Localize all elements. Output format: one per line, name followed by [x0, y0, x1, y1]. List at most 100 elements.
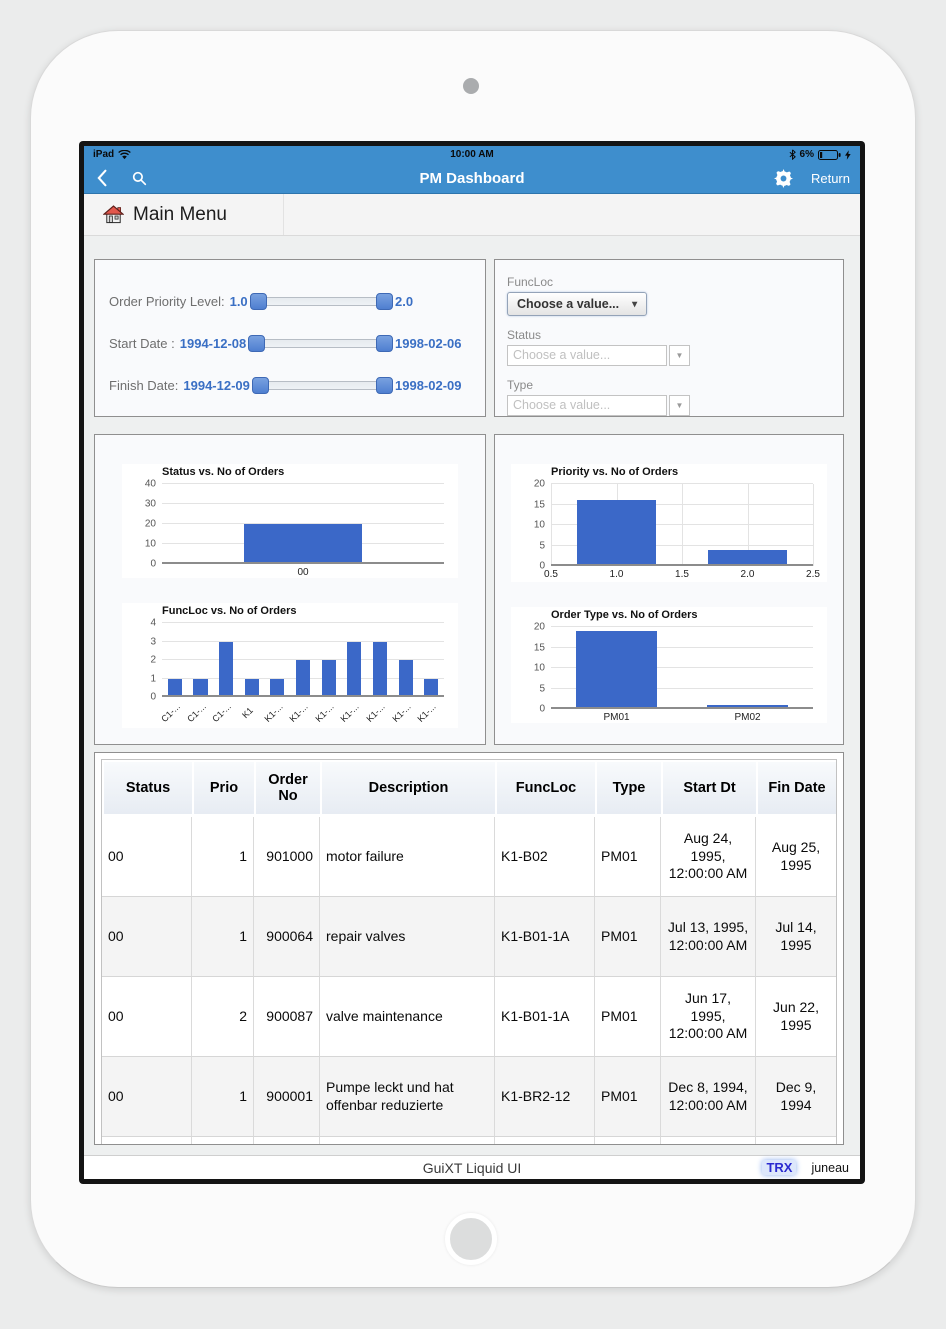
- column-header[interactable]: Order No: [254, 760, 320, 817]
- y-tick-label: 5: [539, 683, 545, 694]
- bar: [708, 549, 787, 566]
- column-header[interactable]: Start Dt: [661, 760, 756, 817]
- table-row[interactable]: 00 1 901000 motor failure K1-B02 PM01 Aug 24, …: [102, 817, 836, 897]
- y-tick-label: 0: [539, 703, 545, 715]
- x-tick-label: 2.0: [740, 569, 755, 580]
- table-cell: K1-B01-1A: [495, 897, 595, 977]
- slider-label: Start Date :: [109, 335, 175, 351]
- bar: [295, 660, 311, 697]
- slider-label: Finish Date:: [109, 377, 179, 393]
- x-tick-label: 2.5: [806, 569, 820, 580]
- bluetooth-icon: [789, 149, 796, 160]
- home-button[interactable]: [445, 1213, 497, 1265]
- y-tick-label: 4: [150, 617, 156, 629]
- y-tick-label: 30: [144, 498, 156, 510]
- slider-min-value: 1994-12-08: [179, 335, 247, 351]
- column-header[interactable]: Type: [595, 760, 661, 817]
- y-tick-label: 10: [533, 519, 545, 531]
- x-tick-label: 1.0: [609, 569, 624, 580]
- column-header[interactable]: Description: [320, 760, 495, 817]
- page-title: PM Dashboard: [419, 169, 525, 187]
- search-button[interactable]: [132, 171, 147, 186]
- status-bar: iPad 10:00 AM 6%: [84, 146, 860, 163]
- x-tick-label: PM01: [603, 712, 630, 723]
- slider-handle-max[interactable]: [376, 376, 393, 394]
- x-axis-line: [162, 695, 444, 697]
- chart-title: Status vs. No of Orders: [162, 466, 285, 478]
- main-menu-label: Main Menu: [133, 203, 227, 225]
- main-menu-item[interactable]: Main Menu: [84, 194, 284, 235]
- slider-max-value: 1998-02-09: [395, 377, 462, 393]
- table-cell: Jun 22, 1995: [756, 977, 836, 1057]
- bar: [193, 678, 208, 697]
- type-dropdown: Choose a value...: [507, 395, 667, 416]
- table-cell: 900064: [254, 897, 320, 977]
- table-cell: PM01: [595, 897, 661, 977]
- bar: [167, 678, 182, 697]
- slider-handle-min[interactable]: [249, 292, 267, 310]
- y-tick-label: 40: [144, 478, 156, 490]
- menu-bar: Main Menu: [84, 194, 860, 236]
- slider-handle-min[interactable]: [248, 334, 266, 352]
- y-tick-label: 3: [150, 636, 156, 647]
- bar: [244, 678, 259, 697]
- order-type-orders-chart: Order Type vs. No of Orders 0 5 10 15 20 PM01 P…: [511, 607, 827, 723]
- x-tick-label: 0.5: [544, 569, 558, 580]
- screen: iPad 10:00 AM 6%: [79, 141, 865, 1184]
- bar: [706, 704, 789, 709]
- table-cell: 1: [192, 817, 254, 897]
- y-tick-label: 0: [150, 558, 156, 570]
- y-tick-label: 10: [144, 538, 156, 550]
- y-tick-label: 0: [539, 560, 545, 572]
- status-orders-chart: Status vs. No of Orders 0 10 20 30 40 00: [122, 464, 458, 578]
- table-cell: Dec 8, 1994, 12:00:00 AM: [661, 1057, 756, 1137]
- status-dropdown: Choose a value...: [507, 345, 667, 366]
- home-icon: [103, 205, 124, 224]
- slider-handle-max[interactable]: [376, 292, 393, 310]
- table-row[interactable]: 00 2 900087 valve maintenance K1-B01-1A PM01 J…: [102, 977, 836, 1057]
- table-cell: 1: [192, 1057, 254, 1137]
- bar: [575, 631, 658, 709]
- trx-link[interactable]: TRX: [762, 1160, 797, 1175]
- column-header[interactable]: Status: [102, 760, 192, 817]
- table-cell: K1-B01-1A: [495, 977, 595, 1057]
- table-cell: Jul 14, 1995: [756, 897, 836, 977]
- column-header[interactable]: FuncLoc: [495, 760, 595, 817]
- y-tick-label: 1: [150, 673, 156, 684]
- start-date-slider-row: Start Date : 1994-12-08 1998-02-06: [109, 322, 471, 364]
- chart-title: Order Type vs. No of Orders: [551, 609, 698, 621]
- table-cell: K1-BR2-12: [495, 1057, 595, 1137]
- table-row[interactable]: 00 1 900064 repair valves K1-B01-1A PM01 Jul 1…: [102, 897, 836, 977]
- table-cell: PM01: [595, 1057, 661, 1137]
- table-cell: valve maintenance: [320, 977, 495, 1057]
- settings-gear-button[interactable]: [773, 168, 793, 188]
- return-button[interactable]: Return: [810, 170, 850, 186]
- status-dropdown-button: ▼: [669, 345, 690, 366]
- back-button[interactable]: [97, 169, 107, 187]
- dropdown-filters-panel: FuncLoc Choose a value... ▾ Status Choos…: [494, 259, 844, 417]
- table-row[interactable]: 00 1 900001 Pumpe leckt und hat offenbar re…: [102, 1057, 836, 1137]
- column-header[interactable]: Fin Date: [756, 760, 836, 817]
- bar: [270, 678, 285, 697]
- start-date-slider-track[interactable]: [248, 334, 393, 352]
- bar: [424, 678, 439, 697]
- column-header[interactable]: Prio: [192, 760, 254, 817]
- table-cell: 901000: [254, 817, 320, 897]
- slider-handle-min[interactable]: [251, 376, 269, 394]
- slider-handle-max[interactable]: [376, 334, 393, 352]
- y-tick-label: 2: [150, 654, 156, 666]
- table-cell: 00: [102, 1057, 192, 1137]
- finish-date-slider-track[interactable]: [251, 376, 393, 394]
- chart-title: FuncLoc vs. No of Orders: [162, 605, 297, 617]
- status-label: Status: [507, 328, 542, 342]
- x-axis-line: [162, 562, 444, 564]
- funcloc-dropdown[interactable]: Choose a value... ▾: [507, 292, 648, 316]
- chevron-down-icon: ▾: [632, 298, 638, 310]
- x-tick-label: 1.5: [675, 569, 689, 580]
- priority-slider-track[interactable]: [249, 292, 393, 310]
- table-cell: Pumpe leckt und hat offenbar reduzierte: [320, 1057, 495, 1137]
- table-cell: Jun 17, 1995, 12:00:00 AM: [661, 977, 756, 1057]
- orders-table-panel: Status Prio Order No Description FuncLoc Type…: [94, 752, 844, 1145]
- y-tick-label: 20: [533, 478, 545, 490]
